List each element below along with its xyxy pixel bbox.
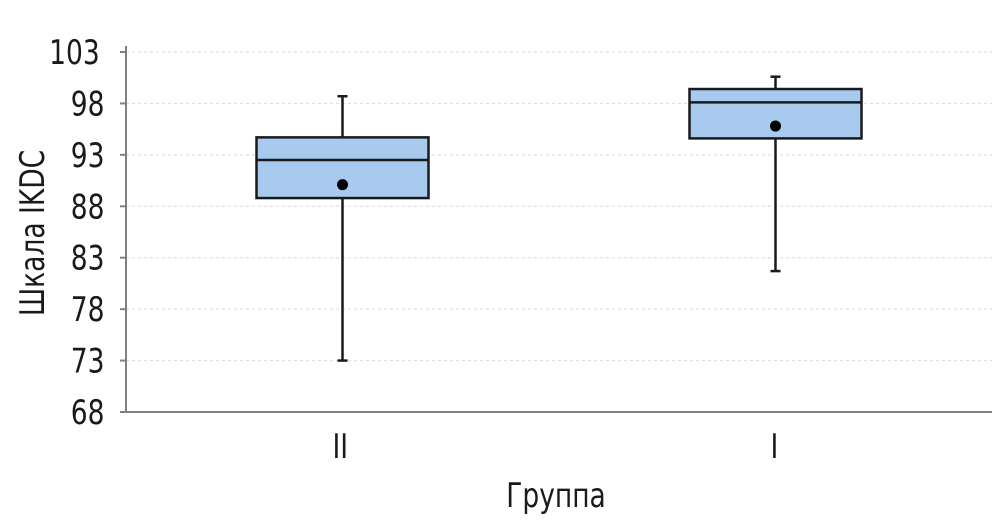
mean-point bbox=[770, 120, 781, 132]
x-tick-label: II bbox=[332, 428, 348, 467]
y-tick-label: 103 bbox=[49, 34, 100, 73]
x-axis-title: Группа bbox=[506, 477, 606, 516]
mean-point bbox=[337, 179, 348, 191]
y-tick-label: 73 bbox=[71, 342, 105, 381]
y-tick-label: 98 bbox=[71, 85, 105, 124]
y-axis-title: Шкала IKDC bbox=[14, 150, 53, 316]
axes bbox=[120, 46, 992, 413]
x-tick-label: I bbox=[770, 428, 778, 467]
y-tick-label: 83 bbox=[71, 240, 105, 279]
box-group-I bbox=[688, 75, 863, 273]
boxes bbox=[255, 75, 863, 362]
box-group-II bbox=[255, 94, 430, 362]
y-tick-label: 68 bbox=[71, 394, 105, 433]
y-tick-label: 78 bbox=[71, 291, 105, 330]
y-tick-label: 88 bbox=[71, 188, 105, 227]
y-tick-label: 93 bbox=[71, 137, 105, 176]
